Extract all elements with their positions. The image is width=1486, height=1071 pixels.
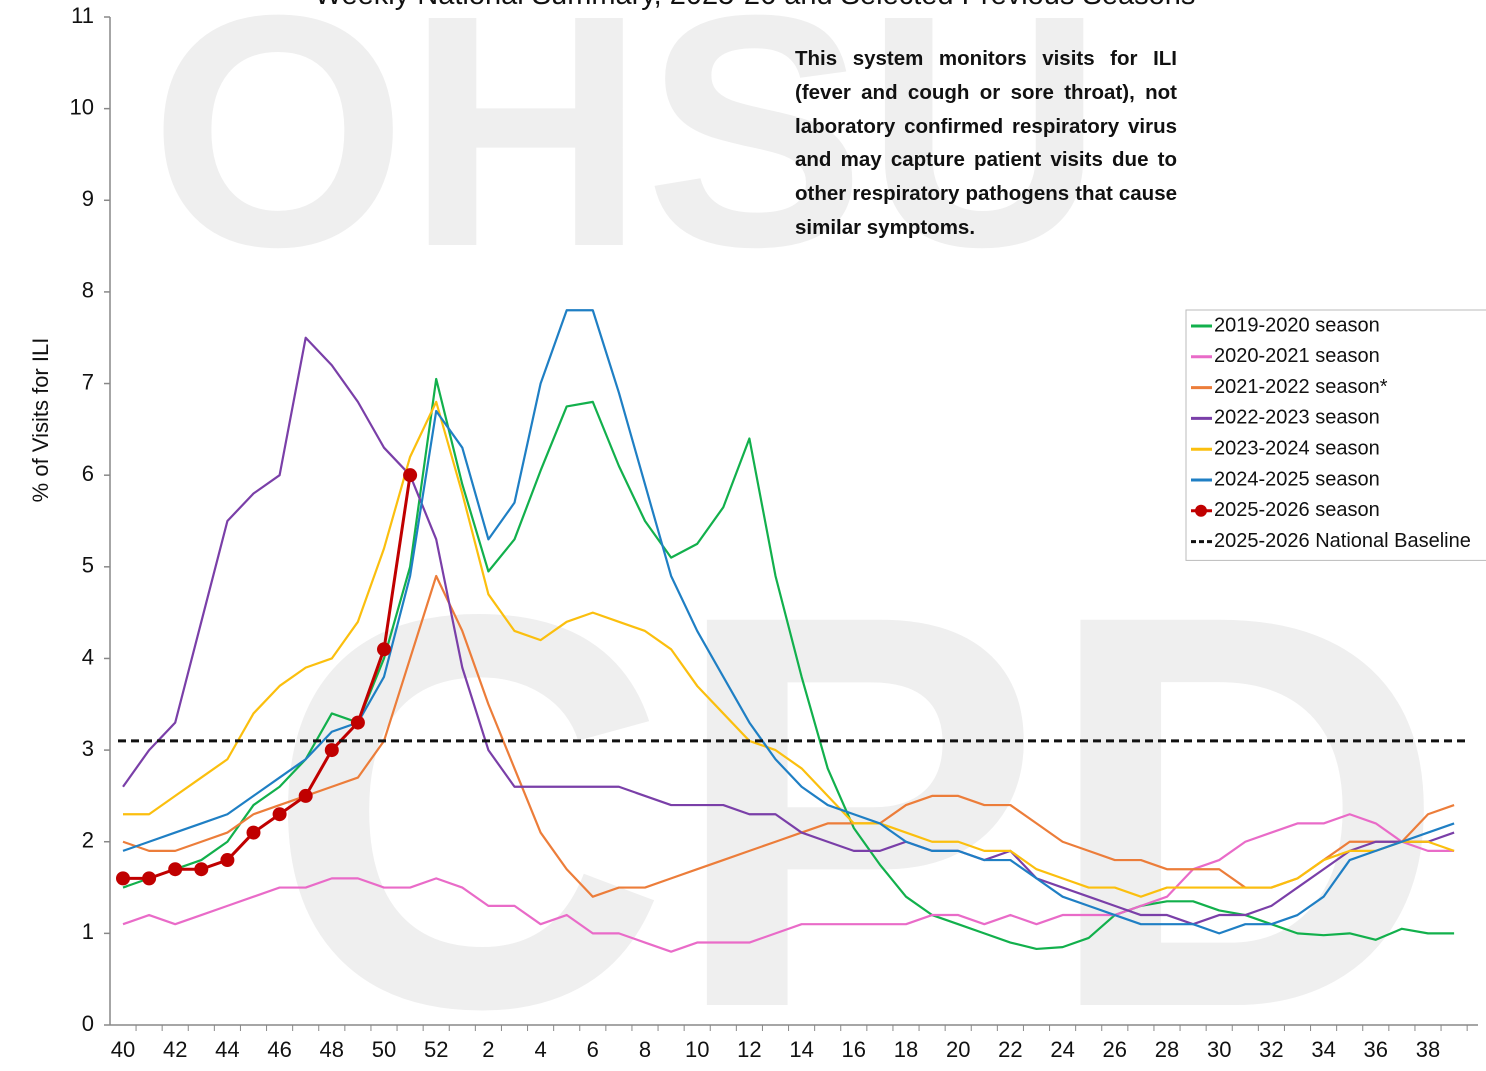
y-tick-label: 0 bbox=[82, 1011, 94, 1036]
y-tick-label: 10 bbox=[70, 94, 94, 119]
series-marker bbox=[142, 871, 157, 886]
legend-label: 2025-2026 National Baseline bbox=[1214, 530, 1471, 552]
x-tick-label: 10 bbox=[685, 1037, 709, 1062]
legend-marker bbox=[1195, 504, 1207, 517]
legend-label: 2023-2024 season bbox=[1214, 437, 1380, 459]
x-tick-label: 24 bbox=[1050, 1037, 1074, 1062]
x-tick-label: 30 bbox=[1207, 1037, 1231, 1062]
x-tick-label: 46 bbox=[267, 1037, 291, 1062]
annotation: This system monitors visits for ILI (fev… bbox=[795, 47, 1177, 239]
x-tick-label: 4 bbox=[534, 1037, 546, 1062]
series-marker bbox=[377, 642, 391, 657]
y-tick-label: 3 bbox=[82, 736, 94, 761]
x-tick-label: 44 bbox=[215, 1037, 239, 1062]
legend-label: 2021-2022 season* bbox=[1214, 376, 1388, 398]
series-line bbox=[122, 309, 1455, 935]
x-tick-label: 52 bbox=[424, 1037, 448, 1062]
x-tick-label: 28 bbox=[1155, 1037, 1179, 1062]
legend-label: 2020-2021 season bbox=[1214, 345, 1380, 367]
series-marker bbox=[403, 468, 418, 483]
x-tick-label: 32 bbox=[1259, 1037, 1283, 1062]
y-axis-label: % of Visits for ILI bbox=[28, 338, 53, 503]
y-tick-label: 11 bbox=[71, 3, 94, 28]
series-marker bbox=[324, 743, 339, 758]
series-marker bbox=[194, 862, 209, 877]
chart-title: Weekly National Summary, 2025-26 and Sel… bbox=[315, 0, 1196, 11]
series-line bbox=[122, 377, 1455, 951]
y-tick-label: 6 bbox=[82, 461, 94, 486]
y-tick-label: 7 bbox=[82, 369, 94, 394]
y-tick-label: 8 bbox=[82, 278, 94, 303]
legend-box bbox=[1185, 309, 1486, 561]
x-tick-label: 38 bbox=[1416, 1037, 1440, 1062]
legend-label: 2022-2023 season bbox=[1214, 407, 1380, 429]
legend-label: 2025-2026 season bbox=[1214, 499, 1380, 521]
legend-label: 2019-2020 season bbox=[1214, 314, 1380, 336]
x-tick-label: 8 bbox=[639, 1037, 651, 1062]
series-marker bbox=[298, 788, 313, 803]
x-tick-label: 20 bbox=[946, 1037, 970, 1062]
x-tick-label: 48 bbox=[320, 1037, 344, 1062]
series-line bbox=[122, 813, 1455, 953]
y-tick-label: 9 bbox=[82, 186, 94, 211]
legend-label: 2024-2025 season bbox=[1214, 468, 1380, 490]
y-tick-label: 4 bbox=[82, 644, 94, 669]
x-tick-label: 14 bbox=[789, 1037, 813, 1062]
series-line bbox=[122, 574, 1455, 898]
x-tick-label: 6 bbox=[587, 1037, 599, 1062]
series-line bbox=[123, 400, 1455, 898]
x-tick-label: 50 bbox=[372, 1037, 396, 1062]
y-tick-label: 2 bbox=[82, 828, 94, 853]
series-marker bbox=[272, 807, 287, 822]
x-tick-label: 36 bbox=[1364, 1037, 1388, 1062]
series-marker bbox=[168, 862, 183, 877]
y-tick-label: 1 bbox=[82, 919, 94, 944]
watermark: CPD bbox=[265, 498, 1447, 1071]
x-tick-label: 2 bbox=[482, 1037, 494, 1062]
x-tick-label: 12 bbox=[737, 1037, 761, 1062]
series-marker bbox=[350, 715, 365, 730]
x-tick-label: 18 bbox=[894, 1037, 918, 1062]
x-tick-label: 42 bbox=[163, 1037, 187, 1062]
x-tick-label: 34 bbox=[1311, 1037, 1335, 1062]
series-line bbox=[122, 336, 1455, 926]
x-tick-label: 16 bbox=[842, 1037, 866, 1062]
x-tick-label: 40 bbox=[111, 1037, 135, 1062]
series-marker bbox=[116, 871, 130, 886]
series-marker bbox=[246, 825, 261, 840]
series-marker bbox=[220, 853, 235, 868]
x-tick-label: 26 bbox=[1103, 1037, 1127, 1062]
y-tick-label: 5 bbox=[82, 553, 94, 578]
watermark: OHSU bbox=[150, 0, 1103, 315]
x-tick-label: 22 bbox=[998, 1037, 1022, 1062]
